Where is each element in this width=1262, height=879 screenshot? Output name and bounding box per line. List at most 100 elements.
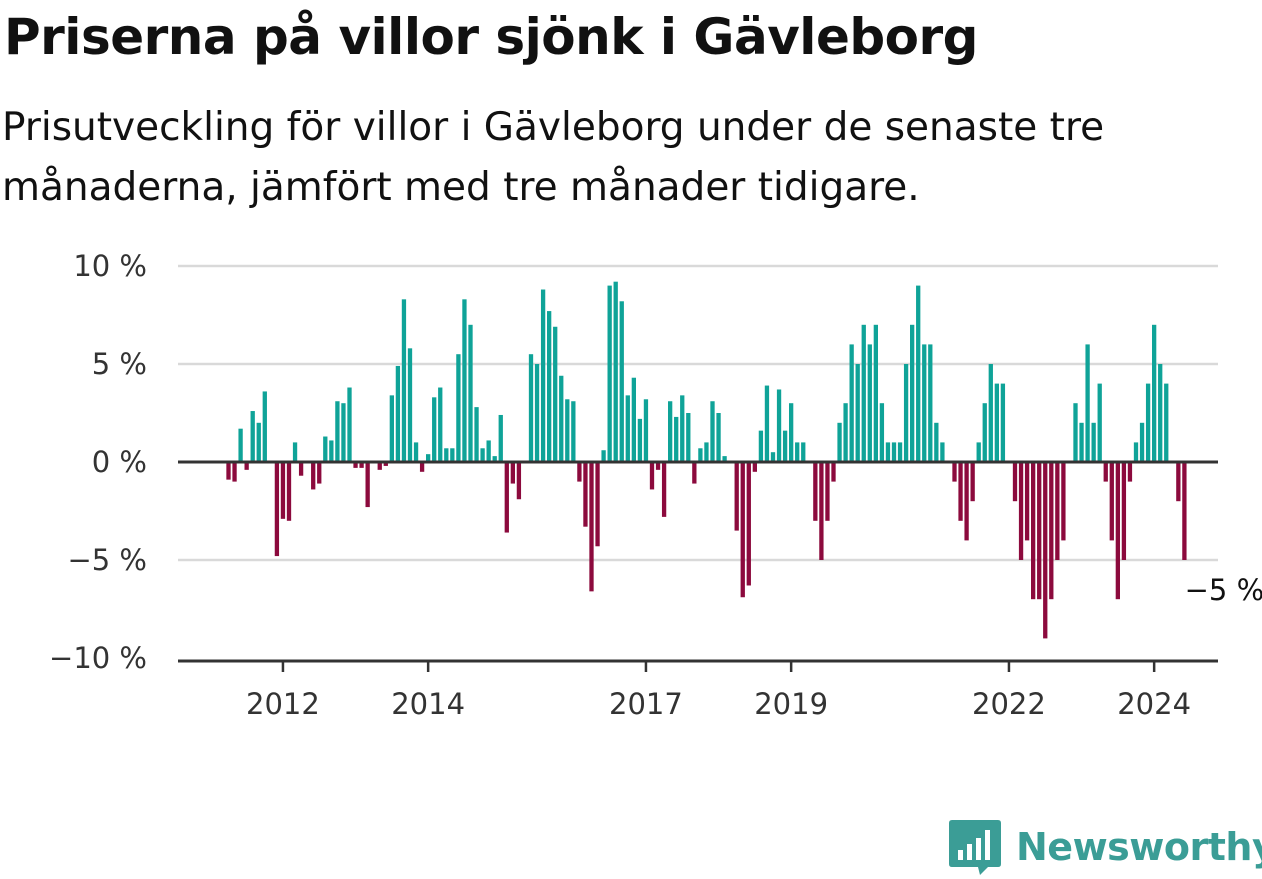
bar [976, 442, 981, 462]
bar [553, 326, 558, 462]
bar [668, 401, 673, 462]
bar [1145, 383, 1151, 462]
bar [341, 403, 346, 462]
x-axis-ticks: 2012 2014 2017 2019 2022 2024 [246, 661, 1191, 721]
bar [444, 448, 449, 462]
bar [910, 324, 915, 462]
bar [547, 311, 552, 462]
bar [813, 462, 818, 521]
bar [1018, 462, 1024, 560]
bar [468, 324, 473, 462]
bar [1031, 462, 1036, 600]
bar [256, 422, 261, 462]
bar [292, 442, 298, 462]
bar [559, 375, 564, 462]
x-tick-label: 2024 [1117, 687, 1191, 721]
bar [1109, 462, 1114, 541]
bar [1158, 364, 1163, 462]
bar [643, 399, 649, 462]
bar [1012, 462, 1018, 502]
bar [565, 399, 570, 462]
bar [383, 462, 388, 466]
bar [631, 377, 636, 462]
brand-name: Newsworthy [1016, 825, 1262, 869]
bar [377, 462, 382, 470]
bar [1176, 462, 1181, 502]
bar [498, 414, 503, 462]
bar [419, 462, 425, 472]
bar [395, 365, 401, 462]
bar [873, 324, 878, 462]
bar [359, 462, 364, 468]
bar [1043, 462, 1048, 639]
bar [613, 281, 618, 462]
bar [861, 324, 866, 462]
bar [407, 348, 413, 462]
bar [867, 344, 872, 462]
bar [734, 462, 739, 531]
bars [226, 281, 1187, 639]
bar [1085, 344, 1090, 462]
bar [897, 442, 903, 462]
bar [480, 448, 485, 462]
bar [1079, 422, 1084, 462]
bar [1049, 462, 1054, 600]
bar [680, 395, 685, 462]
bar [432, 397, 437, 462]
y-tick-label: −5 % [67, 543, 147, 577]
bar [795, 442, 800, 462]
bar [1024, 462, 1030, 541]
bar [365, 462, 370, 508]
bar [1139, 422, 1145, 462]
last-value-annotation: −5 % [1185, 573, 1262, 607]
bar [940, 442, 945, 462]
bar [1061, 462, 1066, 541]
bar [1121, 462, 1127, 560]
bar [758, 430, 764, 462]
bar [704, 442, 709, 462]
bar [891, 442, 897, 462]
bar [226, 462, 231, 480]
bar [516, 462, 522, 500]
bar [752, 462, 757, 472]
bar [389, 395, 394, 462]
y-tick-label: 0 % [92, 445, 147, 479]
bar [426, 454, 431, 462]
bar [492, 456, 497, 462]
bar [438, 387, 443, 462]
bar [1152, 324, 1157, 462]
bar [916, 285, 921, 462]
bar [686, 413, 691, 462]
bar [982, 403, 987, 462]
bar [317, 462, 322, 484]
bar [280, 462, 286, 519]
bar [619, 301, 624, 462]
bar [262, 391, 267, 462]
bar [244, 462, 249, 470]
bar [831, 462, 836, 482]
bar [928, 344, 933, 462]
bar [903, 364, 909, 462]
bar [849, 344, 854, 462]
bar [1164, 383, 1169, 462]
bar [347, 387, 352, 462]
bar [710, 401, 715, 462]
chart-title: Priserna på villor sjönk i Gävleborg [4, 8, 978, 66]
x-tick-label: 2019 [754, 687, 828, 721]
bar [401, 299, 407, 462]
bar [474, 407, 479, 462]
bar [740, 462, 745, 598]
bar [571, 401, 576, 462]
bar [1037, 462, 1042, 600]
bar [274, 462, 280, 557]
bar [504, 462, 509, 533]
bar [825, 462, 830, 521]
bar [1115, 462, 1120, 600]
bar [770, 452, 776, 462]
bar [462, 299, 467, 462]
bar [819, 462, 824, 560]
x-tick-label: 2012 [246, 687, 320, 721]
y-tick-label: 5 % [92, 347, 147, 381]
bar [577, 462, 582, 482]
bar [329, 440, 334, 462]
